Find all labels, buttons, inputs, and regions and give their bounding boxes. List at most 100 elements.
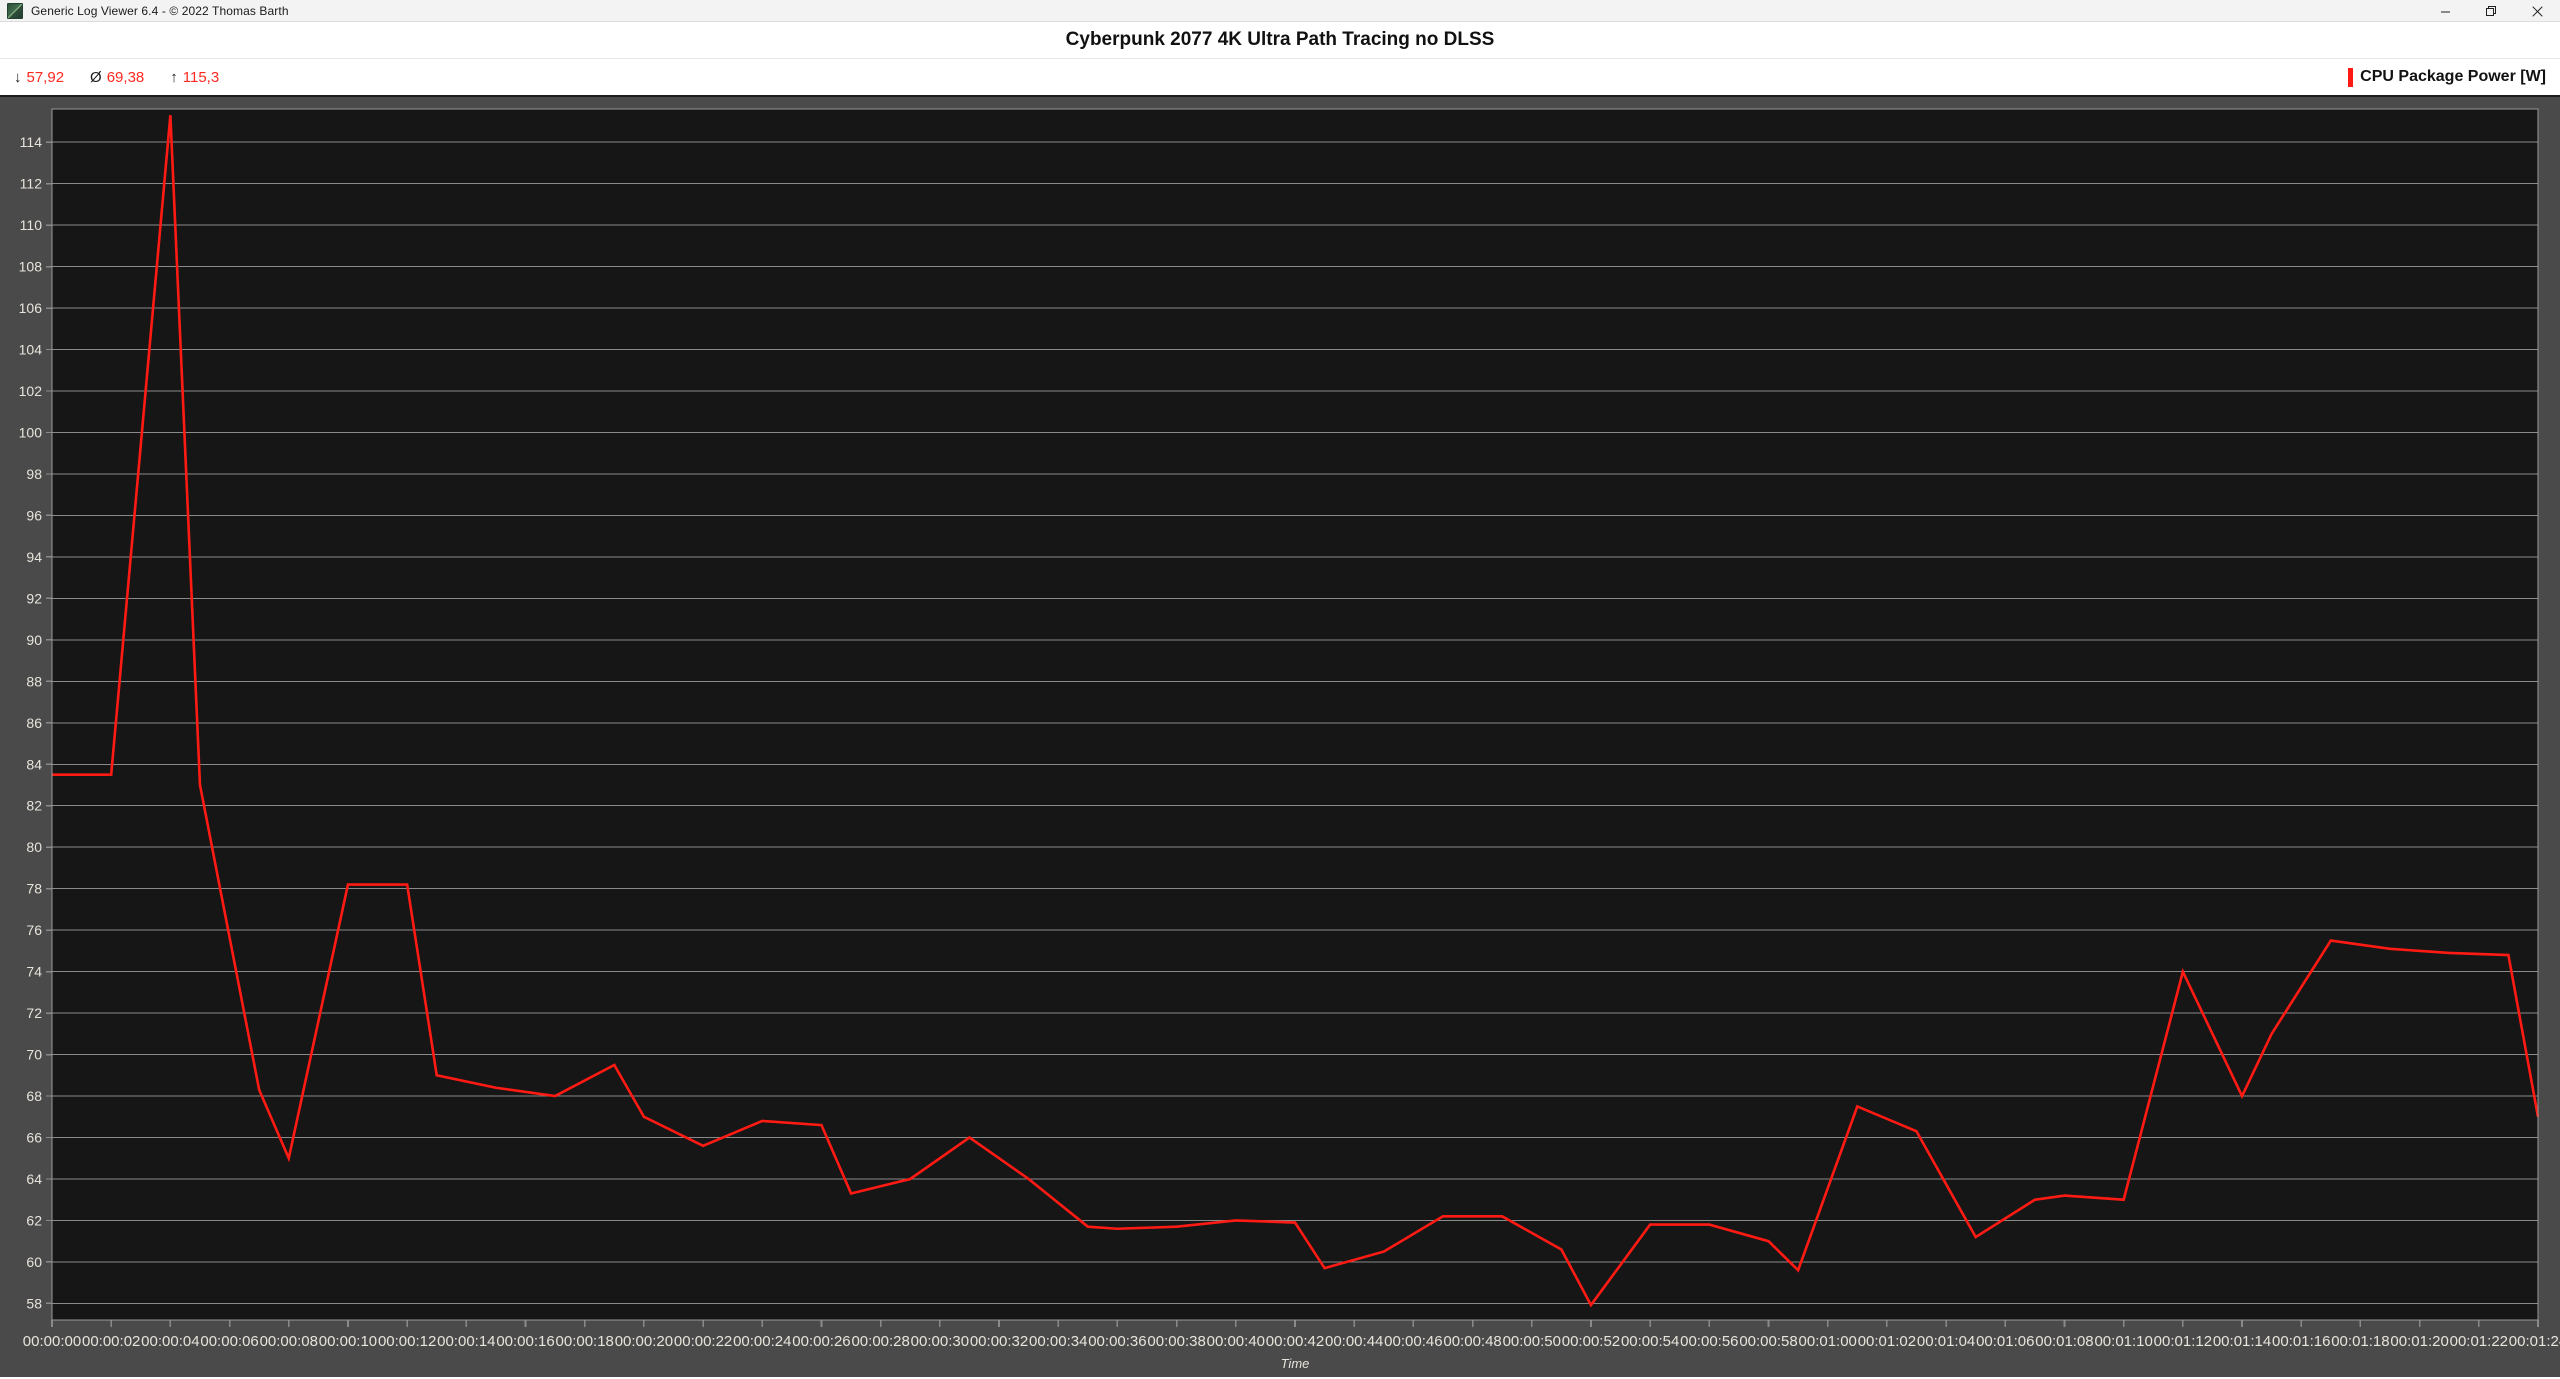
plot-inner-background [52, 109, 2538, 1320]
svg-text:62: 62 [26, 1212, 42, 1228]
svg-text:00:00:14: 00:00:14 [437, 1333, 495, 1350]
svg-text:00:00:24: 00:00:24 [733, 1333, 791, 1350]
svg-text:00:00:16: 00:00:16 [496, 1333, 554, 1350]
svg-text:106: 106 [19, 300, 43, 316]
svg-text:00:00:58: 00:00:58 [1739, 1333, 1797, 1350]
arrow-up-icon: ↑ [170, 68, 178, 86]
svg-text:58: 58 [26, 1295, 42, 1311]
svg-text:82: 82 [26, 798, 42, 814]
stat-average: Ø 69,38 [90, 69, 144, 86]
app-icon [7, 2, 23, 19]
chart-canvas[interactable]: 58 60 62 64 66 68 70 72 74 76 78 80 82 84 86 88 90 92 94 96… [0, 97, 2560, 1377]
svg-text:00:00:52: 00:00:52 [1562, 1333, 1620, 1350]
svg-text:00:00:02: 00:00:02 [82, 1333, 140, 1350]
svg-text:00:01:02: 00:01:02 [1858, 1333, 1916, 1350]
svg-text:84: 84 [26, 756, 42, 772]
svg-text:70: 70 [26, 1047, 42, 1063]
stat-average-value: 69,38 [106, 68, 145, 86]
svg-text:104: 104 [19, 342, 43, 358]
stat-maximum: ↑ 115,3 [170, 69, 219, 86]
svg-text:00:01:18: 00:01:18 [2331, 1333, 2389, 1350]
svg-text:00:01:04: 00:01:04 [1917, 1333, 1975, 1350]
x-axis-label: Time [1281, 1356, 1310, 1371]
stats-group: ↓ 57,92 Ø 69,38 ↑ 115,3 [14, 69, 219, 86]
chart-legend[interactable]: CPU Package Power [W] [2348, 67, 2546, 87]
window-titlebar: Generic Log Viewer 6.4 - © 2022 Thomas B… [0, 0, 2560, 22]
series-line-cpu-package-power [52, 115, 2540, 1308]
page-title: Cyberpunk 2077 4K Ultra Path Tracing no … [1065, 29, 1495, 50]
svg-text:92: 92 [26, 590, 42, 606]
svg-text:76: 76 [26, 922, 42, 938]
y-axis-ticks: 58 60 62 64 66 68 70 72 74 76 78 80 82 84 86 88 90 92 94 96… [19, 134, 52, 1311]
svg-text:00:01:06: 00:01:06 [1976, 1333, 2034, 1350]
svg-text:00:01:12: 00:01:12 [2154, 1333, 2212, 1350]
svg-text:110: 110 [20, 217, 43, 233]
svg-text:00:00:06: 00:00:06 [200, 1333, 258, 1350]
svg-text:00:01:24: 00:01:24 [2509, 1333, 2560, 1350]
svg-text:00:01:00: 00:01:00 [1799, 1333, 1857, 1350]
svg-text:00:00:00: 00:00:00 [23, 1333, 81, 1350]
svg-text:00:00:34: 00:00:34 [1029, 1333, 1087, 1350]
svg-text:00:00:12: 00:00:12 [378, 1333, 436, 1350]
svg-text:00:00:08: 00:00:08 [260, 1333, 318, 1350]
svg-text:00:00:56: 00:00:56 [1680, 1333, 1738, 1350]
svg-text:00:00:18: 00:00:18 [556, 1333, 614, 1350]
svg-text:98: 98 [26, 466, 42, 482]
svg-text:78: 78 [26, 881, 42, 897]
svg-text:108: 108 [19, 259, 43, 275]
window-controls [2422, 0, 2560, 22]
average-icon: Ø [90, 68, 102, 86]
svg-text:00:01:16: 00:01:16 [2272, 1333, 2330, 1350]
svg-text:00:00:46: 00:00:46 [1384, 1333, 1442, 1350]
svg-text:00:00:28: 00:00:28 [851, 1333, 909, 1350]
svg-text:60: 60 [26, 1254, 42, 1270]
svg-text:00:00:20: 00:00:20 [615, 1333, 673, 1350]
svg-text:102: 102 [19, 383, 43, 399]
svg-text:00:01:14: 00:01:14 [2213, 1333, 2271, 1350]
svg-text:00:00:04: 00:00:04 [141, 1333, 199, 1350]
svg-text:112: 112 [20, 176, 43, 192]
svg-text:72: 72 [26, 1005, 42, 1021]
x-axis-ticks: 00:00:00 00:00:02 00:00:04 00:00:06 00:00:08… [23, 1320, 2560, 1350]
arrow-down-icon: ↓ [14, 68, 22, 86]
svg-text:00:00:44: 00:00:44 [1325, 1333, 1383, 1350]
restore-button[interactable] [2468, 0, 2514, 22]
svg-text:96: 96 [26, 507, 42, 523]
svg-text:00:00:10: 00:00:10 [319, 1333, 377, 1350]
svg-text:86: 86 [26, 715, 42, 731]
svg-text:00:00:42: 00:00:42 [1266, 1333, 1324, 1350]
svg-text:00:00:38: 00:00:38 [1147, 1333, 1205, 1350]
svg-text:90: 90 [26, 632, 42, 648]
window-title: Generic Log Viewer 6.4 - © 2022 Thomas B… [31, 3, 289, 18]
svg-text:00:00:30: 00:00:30 [911, 1333, 969, 1350]
svg-text:88: 88 [26, 673, 42, 689]
svg-text:66: 66 [26, 1130, 42, 1146]
close-button[interactable] [2514, 0, 2560, 22]
svg-text:00:00:22: 00:00:22 [674, 1333, 732, 1350]
svg-text:74: 74 [26, 964, 42, 980]
svg-text:94: 94 [26, 549, 42, 565]
svg-text:100: 100 [19, 424, 43, 440]
chart-title-bar: Cyberpunk 2077 4K Ultra Path Tracing no … [0, 22, 2560, 59]
stats-bar: ↓ 57,92 Ø 69,38 ↑ 115,3 CPU Package Powe… [0, 59, 2560, 97]
svg-text:00:00:32: 00:00:32 [970, 1333, 1028, 1350]
gridlines [52, 141, 2538, 1304]
svg-text:00:01:08: 00:01:08 [2035, 1333, 2093, 1350]
svg-text:00:00:48: 00:00:48 [1443, 1333, 1501, 1350]
svg-text:80: 80 [26, 839, 42, 855]
svg-text:00:00:54: 00:00:54 [1621, 1333, 1679, 1350]
svg-text:00:01:22: 00:01:22 [2450, 1333, 2508, 1350]
legend-color-swatch [2348, 67, 2354, 87]
minimize-button[interactable] [2422, 0, 2468, 22]
svg-text:00:01:10: 00:01:10 [2094, 1333, 2152, 1350]
svg-text:68: 68 [26, 1088, 42, 1104]
plot-frame [51, 108, 2539, 1321]
legend-series-label: CPU Package Power [W] [2360, 68, 2546, 85]
stat-minimum: ↓ 57,92 [14, 69, 64, 86]
chart-plot-area[interactable]: 58 60 62 64 66 68 70 72 74 76 78 80 82 84 86 88 90 92 94 96… [0, 97, 2560, 1377]
svg-text:114: 114 [20, 134, 43, 150]
svg-text:64: 64 [26, 1171, 42, 1187]
svg-text:00:00:50: 00:00:50 [1503, 1333, 1561, 1350]
svg-text:00:00:36: 00:00:36 [1088, 1333, 1146, 1350]
svg-text:00:00:26: 00:00:26 [792, 1333, 850, 1350]
